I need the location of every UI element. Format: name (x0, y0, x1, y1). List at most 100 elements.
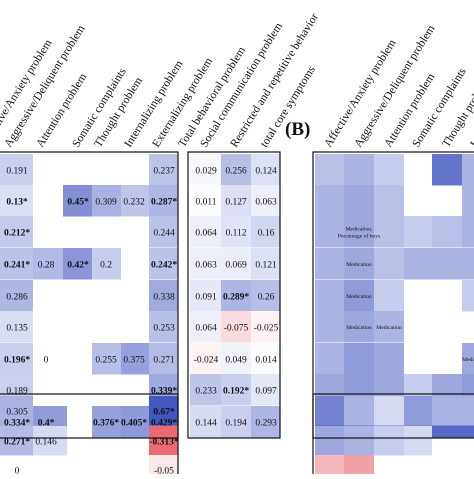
heatmap-cell (149, 185, 178, 217)
heatmap-cell (462, 154, 474, 186)
heatmap-cell (221, 154, 251, 186)
column-header: Somatic complaints (410, 66, 469, 150)
heatmap-cell (251, 406, 280, 438)
cell-value: 0.232 (123, 197, 145, 207)
heatmap-cell (344, 280, 374, 312)
cell-value: 0.241* (4, 260, 30, 270)
heatmap-cell (251, 374, 280, 406)
cell-value: 0.063 (195, 260, 217, 270)
heatmap-cell (149, 280, 178, 312)
heatmap-cell (404, 426, 432, 456)
cell-value: 0.376* (93, 418, 119, 428)
cell-value: 0.4* (38, 418, 55, 428)
heatmap-cell (432, 248, 462, 280)
cell-value: 0.429* (151, 418, 177, 428)
heatmap-cell (315, 311, 344, 343)
cell-value: 0.189 (6, 386, 28, 396)
heatmap-cell (251, 311, 280, 343)
cell-value: 0.063 (255, 197, 277, 207)
cell-value: 0.271 (153, 355, 175, 365)
heatmap-cell (432, 396, 462, 426)
cell-value: 0.069 (225, 260, 247, 270)
cell-value: 0.124 (255, 166, 277, 176)
heatmap-cell (190, 185, 221, 217)
heatmap-cell (221, 406, 251, 438)
cell-note: Medication (346, 262, 372, 268)
heatmap-cell (344, 248, 374, 280)
cell-value: 0.029 (195, 166, 217, 176)
cell-value: 0.305 (6, 407, 28, 417)
cell-value: 0.091 (195, 292, 217, 302)
cell-value: 0.256 (225, 166, 247, 176)
heatmap-cell (92, 248, 121, 280)
heatmap-cell (462, 280, 474, 312)
cell-note: Medi (462, 357, 474, 363)
cell-note: Percentage of boys (338, 232, 381, 239)
heatmap-cell (374, 311, 404, 343)
heatmap-cell (0, 280, 33, 312)
heatmap-cell (315, 455, 344, 479)
heatmap-cell (190, 311, 221, 343)
cell-value: 0.309 (95, 197, 117, 207)
heatmap-cell (344, 216, 374, 248)
cell-value: -0.05 (154, 466, 174, 474)
cell-value: 0.244 (153, 228, 175, 238)
cell-value: 0.405* (121, 418, 147, 428)
cell-value: 0.26 (258, 292, 275, 302)
cell-value: -0.075 (224, 323, 249, 333)
cell-value: 0.011 (195, 197, 216, 207)
cell-value: 0.338 (153, 292, 175, 302)
heatmap-cell (221, 216, 251, 248)
heatmap-cell (374, 396, 404, 426)
cell-value: 0.286 (6, 292, 28, 302)
column-header: I (468, 140, 474, 150)
cell-value: 0.253 (153, 323, 175, 333)
cell-value: 0.127 (225, 197, 247, 207)
cell-value: 0.212* (4, 228, 30, 238)
cell-value: -0.024 (194, 355, 219, 365)
panel-b-upper-frame (312, 151, 474, 439)
heatmap-cell (462, 343, 474, 375)
heatmap-cell (0, 311, 33, 343)
heatmap-cell (315, 280, 344, 312)
cell-note: Medication (346, 325, 372, 331)
heatmap-cell (344, 343, 374, 375)
heatmap-cell (149, 426, 178, 456)
cell-value: -0.313* (149, 437, 179, 447)
heatmap-cell (374, 343, 404, 375)
cell-value: 0.064 (195, 228, 217, 238)
heatmap-cell (251, 185, 280, 217)
heatmap-cell (251, 248, 280, 280)
panel-b-label: (B) (285, 119, 310, 140)
cell-value: 0.112 (225, 228, 246, 238)
heatmap-cell (221, 374, 251, 406)
heatmap-cell (251, 216, 280, 248)
heatmap-cell (315, 248, 344, 280)
heatmap-cell (251, 280, 280, 312)
panel-a-core-frame (187, 151, 281, 439)
heatmap-cell (315, 343, 344, 375)
cell-note: Medication, (346, 226, 373, 232)
heatmap-cell (149, 248, 178, 280)
heatmap-cell (344, 154, 374, 186)
heatmap-cell (33, 426, 67, 456)
heatmap-cell (374, 185, 404, 217)
cell-value: 0.192* (223, 386, 249, 396)
heatmap-cell (190, 248, 221, 280)
heatmap-cell (0, 248, 33, 280)
cell-value: 0.289* (223, 292, 249, 302)
heatmap-cell (315, 216, 344, 248)
heatmap-cell (315, 154, 344, 186)
heatmap-cell (374, 426, 404, 456)
cell-value: 0.097 (255, 386, 277, 396)
cell-note: Medication (376, 325, 402, 331)
heatmap-cell (33, 343, 67, 375)
cell-value: 0.237 (153, 166, 175, 176)
cell-value: 0.293 (255, 418, 277, 428)
heatmap-cell (251, 343, 280, 375)
heatmap-cell (92, 185, 121, 217)
cell-value: 0.233 (195, 386, 217, 396)
cell-value: 0.194 (225, 418, 247, 428)
cell-value: 0.67* (153, 407, 175, 417)
